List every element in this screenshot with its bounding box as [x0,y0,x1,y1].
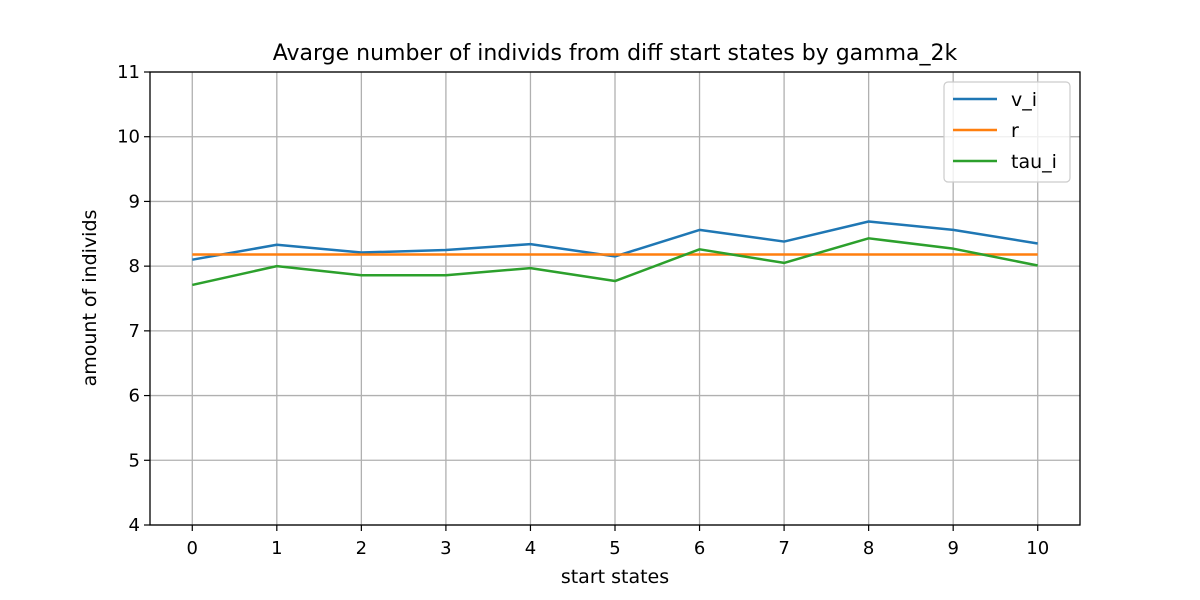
x-tick-label: 9 [947,538,958,559]
series-line-v_i [192,220,1038,261]
y-tick-label: 5 [129,450,140,471]
grid [150,71,1080,526]
x-tick-label: 3 [440,538,451,559]
axis-ticks: 0 1 2 3 4 5 6 7 8 9 10 4 5 6 7 8 9 10 11 [117,62,1049,559]
x-tick-label: 0 [187,538,198,559]
x-axis-label: start states [561,566,669,588]
legend-label-r: r [1011,120,1019,142]
x-tick-label: 10 [1026,538,1049,559]
y-tick-label: 7 [129,321,140,342]
y-tick-label: 11 [117,62,140,83]
legend-box [943,81,1071,183]
y-axis-label: amount of individs [79,210,101,387]
x-tick-label: 8 [863,538,874,559]
legend-label-v_i: v_i [1011,89,1037,111]
x-tick-label: 4 [525,538,536,559]
series-line-tau_i [192,237,1038,287]
y-tick-label: 6 [129,386,140,407]
x-tick-label: 5 [609,538,620,559]
y-tick-label: 4 [129,515,140,536]
y-tick-label: 8 [129,256,140,277]
y-tick-label: 9 [129,191,140,212]
x-tick-label: 1 [271,538,282,559]
x-tick-label: 6 [694,538,705,559]
x-tick-label: 7 [778,538,789,559]
series-lines [192,220,1038,287]
legend-label-tau_i: tau_i [1011,151,1057,173]
x-tick-label: 2 [356,538,367,559]
legend: v_ir tau_i [943,81,1071,183]
chart-title: Avarge number of individs from diff star… [273,41,958,66]
y-tick-label: 10 [117,127,140,148]
